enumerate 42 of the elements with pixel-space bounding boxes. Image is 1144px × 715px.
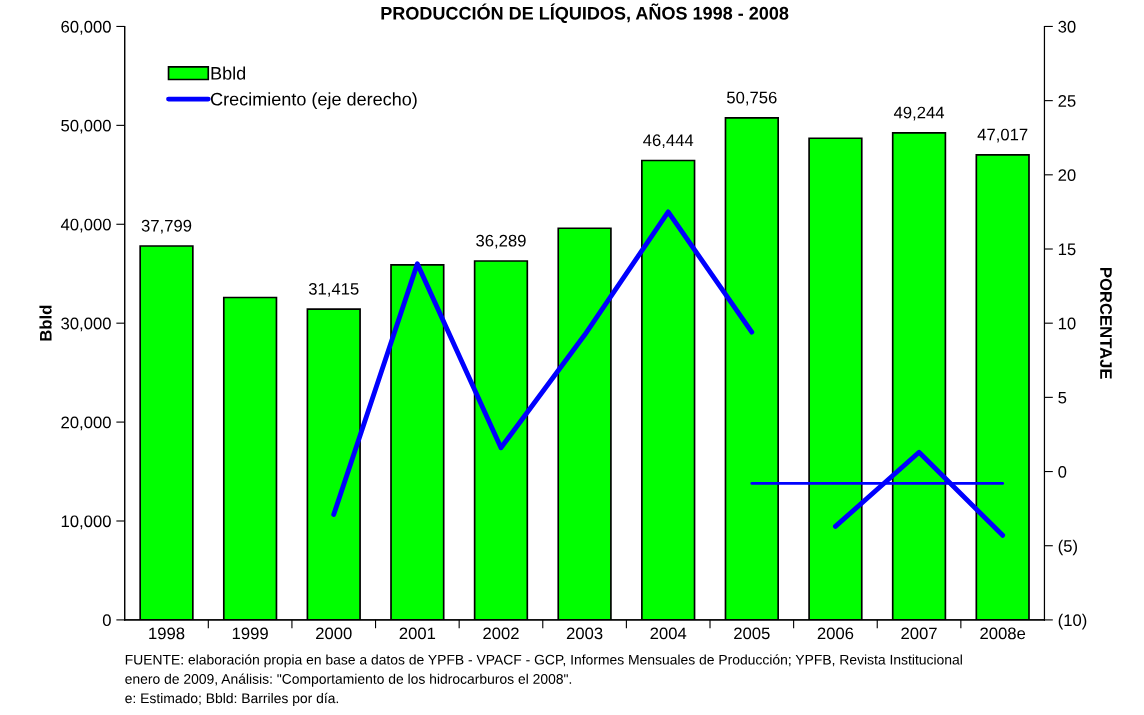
data-label: 49,244 [893,106,945,121]
y-tick-label: 60,000 [61,20,111,35]
y2-tick-label: 25 [1058,95,1076,107]
y2-tick-label: (10) [1058,613,1087,630]
x-tick-label: 2001 [399,627,436,640]
y2-tick-label: 15 [1058,243,1076,256]
x-tick-label: 1998 [149,627,185,640]
chart-title: PRODUCCIÓN DE LÍQUIDOS, AÑOS 1998 - 2008 [381,3,789,23]
x-tick-label: 2002 [483,627,519,640]
y2-tick-label: 30 [1058,20,1076,33]
data-label: 31,415 [308,282,359,297]
legend-label: Crecimiento (eje derecho) [210,92,417,110]
y2-tick-label: 10 [1058,317,1076,330]
data-label: 37,799 [141,219,192,234]
text: enero de 2009, Análisis: "Comportamiento de los hidrocarburos el 2008". [125,673,572,687]
y-axis-title: Bbld [39,305,52,341]
x-tick-label: 1999 [232,627,268,640]
x-tick-label: 2007 [901,627,937,640]
y-tick-label: 30,000 [61,317,111,332]
x-tick-label: 2000 [316,627,352,640]
y-tick-label: 40,000 [60,218,111,233]
y2-axis-title: PORCENTAJE [1100,267,1112,379]
data-label: 36,289 [476,234,526,249]
source-note: FUENTE: elaboración propia en base a datos de YPFB - VPACF - GCP, Informes Mensuales de Producción; YPFB, Revista Institucional [125,654,962,668]
data-label: 46,444 [643,134,694,149]
x-tick-label: 2003 [566,627,603,640]
x-tick-label: 2008e [980,627,1026,640]
x-tick-label: 2005 [734,627,770,640]
y2-tick-label: (5) [1058,539,1077,556]
y2-tick-label: 5 [1058,391,1067,404]
x-tick-label: 2004 [650,627,687,640]
data-label: 47,017 [977,128,1028,143]
y2-tick-label: 0 [1058,465,1067,478]
y-tick-label: 50,000 [61,119,111,134]
y-tick-label: 10,000 [61,515,111,530]
legend-label: Bbld [211,66,246,80]
text: e: Estimado; Bbld: Barriles por día. [125,692,339,706]
data-label: 50,756 [727,91,777,106]
y-tick-label: 0 [102,614,111,627]
x-tick-label: 2006 [817,627,854,640]
y-tick-label: 20,000 [61,416,111,431]
y2-tick-label: 20 [1058,169,1076,182]
